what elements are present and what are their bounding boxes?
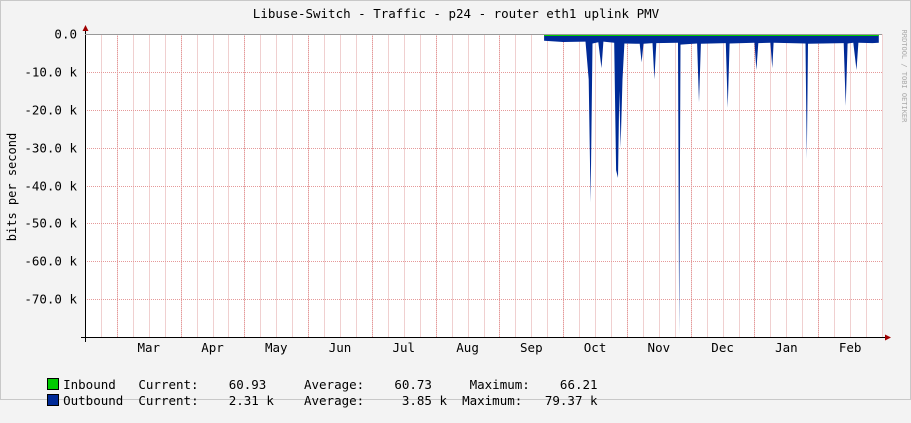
maximum-label: Maximum: <box>462 393 523 408</box>
x-tick-label: Jul <box>393 340 416 355</box>
plot-area: 0.0 -10.0 k -20.0 k -30.0 k -40.0 k -50.0 k -6… <box>24 25 891 355</box>
outbound-average: 3.85 k <box>401 393 447 408</box>
x-tick-label: Mar <box>137 340 160 355</box>
y-tick-label: 0.0 <box>54 27 77 42</box>
chart-title: Libuse-Switch - Traffic - p24 - router e… <box>253 6 660 21</box>
outbound-current: 2.31 k <box>228 393 274 408</box>
y-tick-label: -40.0 k <box>24 179 77 194</box>
outbound-maximum: 79.37 k <box>544 393 598 408</box>
y-axis-arrow <box>82 25 89 31</box>
traffic-chart: Libuse-Switch - Traffic - p24 - router e… <box>5 6 908 355</box>
x-tick-label: Dec <box>711 340 734 355</box>
outbound-swatch <box>47 394 60 406</box>
y-axis-label: bits per second <box>5 133 19 241</box>
x-tick-label: Aug <box>456 340 479 355</box>
x-tick-label: Feb <box>839 340 862 355</box>
chart-frame: Libuse-Switch - Traffic - p24 - router e… <box>0 0 911 408</box>
average-label: Average: <box>303 393 365 408</box>
inbound-current: 60.93 <box>228 377 267 392</box>
legend-inbound: Inbound Current: 60.93 Average: 60.73 Ma… <box>17 362 598 407</box>
legend-outbound: Outbound Current: 2.31 k Average: 3.85 k… <box>17 378 598 423</box>
outbound-area <box>544 34 879 335</box>
y-tick-label: -50.0 k <box>24 216 77 231</box>
y-tick-label: -60.0 k <box>24 254 77 269</box>
y-tick-label: -10.0 k <box>24 65 77 80</box>
x-tick-label: Apr <box>201 340 224 355</box>
x-tick-label: Nov <box>648 340 671 355</box>
y-tick-label: -20.0 k <box>24 103 77 118</box>
inbound-name: Inbound <box>63 377 116 392</box>
x-tick-label: Jan <box>775 340 798 355</box>
y-tick-label: -70.0 k <box>24 292 77 307</box>
x-tick-label: Sep <box>520 340 543 355</box>
rrdtool-watermark: RRDTOOL / TOBI OETIKER <box>900 30 908 124</box>
maximum-label: Maximum: <box>469 377 530 392</box>
average-label: Average: <box>303 377 365 392</box>
plot-background <box>85 34 882 337</box>
x-tick-label: May <box>265 340 288 355</box>
current-label: Current: <box>138 377 199 392</box>
x-tick-label: Jun <box>329 340 352 355</box>
outbound-name: Outbound <box>63 393 124 408</box>
inbound-swatch <box>47 378 60 390</box>
current-label: Current: <box>138 393 199 408</box>
y-tick-label: -30.0 k <box>24 141 77 156</box>
x-axis-arrow <box>885 334 891 341</box>
inbound-maximum: 66.21 <box>559 377 598 392</box>
x-tick-label: Oct <box>584 340 607 355</box>
inbound-average: 60.73 <box>394 377 432 392</box>
